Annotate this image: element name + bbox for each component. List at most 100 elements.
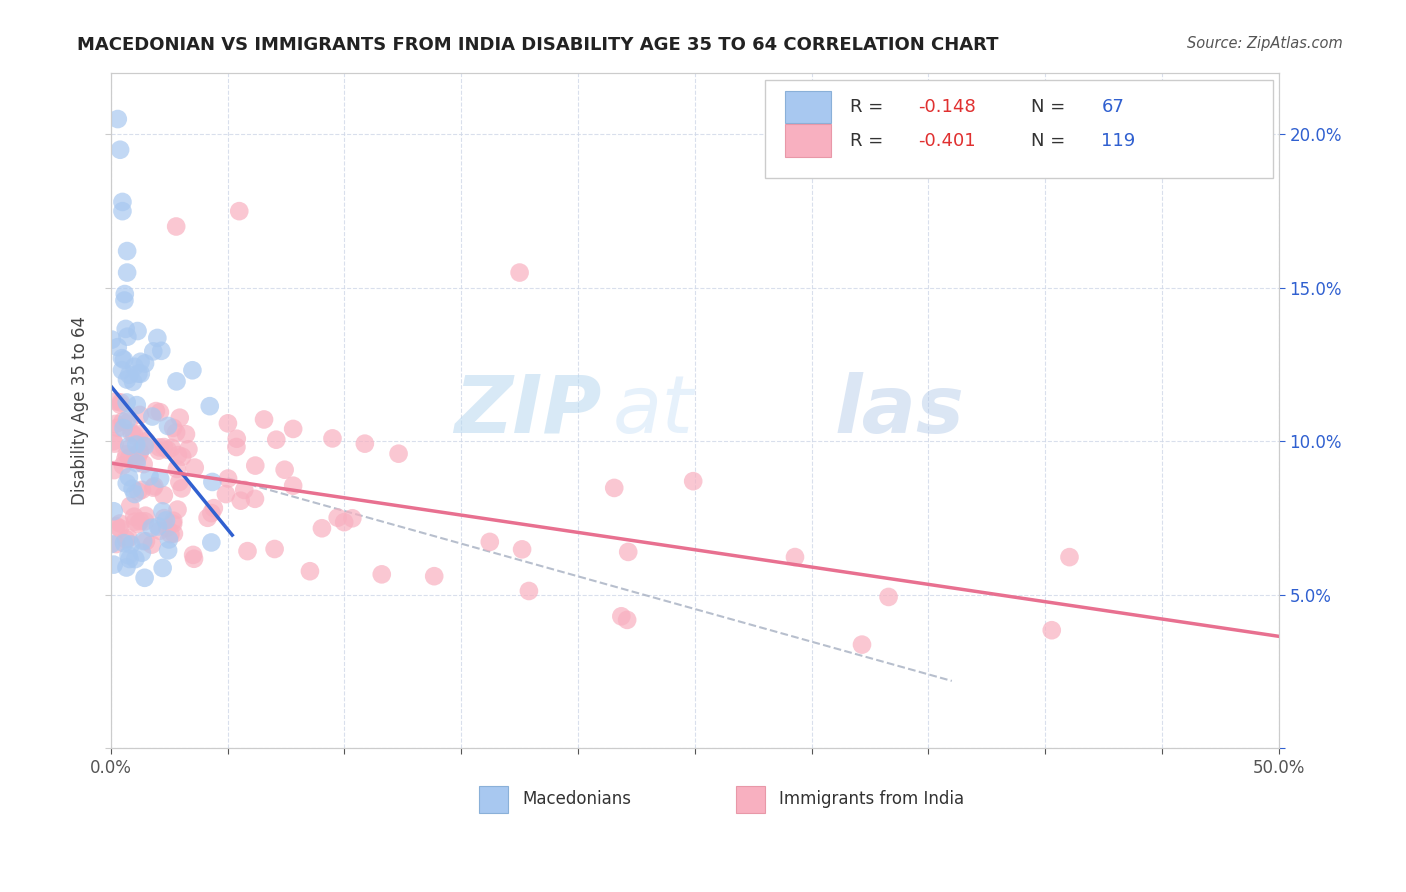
Point (103, 463, 125, 477)
FancyBboxPatch shape (785, 124, 831, 157)
Point (101, 333, 124, 347)
Point (124, 515, 146, 529)
Point (124, 552, 146, 566)
Point (321, 431, 343, 445)
Point (603, 481, 626, 495)
Point (509, 266, 531, 280)
Point (478, 535, 501, 549)
Point (283, 422, 305, 436)
Point (134, 514, 156, 528)
Point (111, 363, 134, 377)
Point (682, 474, 704, 488)
Point (311, 521, 333, 535)
Point (229, 493, 252, 508)
Point (152, 561, 174, 575)
Point (111, 194, 134, 209)
Point (115, 476, 138, 491)
Point (165, 219, 187, 234)
Point (135, 434, 157, 449)
Point (1040, 624, 1063, 638)
Point (125, 437, 148, 451)
FancyBboxPatch shape (765, 79, 1272, 178)
Point (200, 506, 222, 520)
Point (121, 425, 143, 440)
Text: Source: ZipAtlas.com: Source: ZipAtlas.com (1187, 36, 1343, 51)
Point (114, 293, 136, 308)
Point (118, 414, 141, 428)
Text: 119: 119 (1101, 131, 1136, 150)
Point (127, 516, 149, 531)
Point (128, 445, 150, 459)
Point (156, 521, 179, 535)
Point (115, 395, 138, 409)
Point (150, 343, 173, 358)
Text: las: las (835, 372, 965, 450)
Point (170, 482, 193, 496)
Point (135, 534, 157, 549)
Point (107, 340, 129, 354)
Point (120, 537, 142, 551)
Point (117, 329, 139, 343)
Text: N =: N = (1031, 131, 1071, 150)
Point (169, 410, 191, 425)
Point (132, 439, 155, 453)
Point (174, 427, 197, 442)
Point (162, 421, 184, 435)
Point (115, 413, 138, 427)
Point (103, 504, 125, 518)
Point (125, 456, 148, 470)
Point (146, 331, 169, 345)
Point (111, 204, 134, 219)
Point (149, 405, 172, 419)
Point (112, 421, 135, 435)
Point (177, 442, 200, 457)
Point (160, 441, 183, 455)
Point (148, 441, 170, 455)
Point (184, 460, 207, 475)
Point (152, 504, 174, 518)
Point (273, 463, 295, 477)
Point (125, 398, 148, 412)
Point (236, 544, 259, 558)
Point (149, 524, 172, 538)
Point (108, 516, 131, 531)
Point (141, 521, 163, 535)
Point (121, 482, 143, 496)
Point (162, 514, 184, 528)
Point (183, 551, 205, 566)
Point (120, 499, 142, 513)
Text: MACEDONIAN VS IMMIGRANTS FROM INDIA DISABILITY AGE 35 TO 64 CORRELATION CHART: MACEDONIAN VS IMMIGRANTS FROM INDIA DISA… (77, 36, 998, 54)
Point (134, 356, 156, 370)
Point (165, 425, 187, 440)
Point (115, 244, 138, 258)
Point (215, 487, 238, 501)
Point (157, 533, 180, 547)
Point (342, 511, 364, 525)
Point (217, 417, 239, 431)
Point (166, 375, 188, 389)
Point (129, 355, 152, 369)
Point (124, 487, 146, 501)
Text: R =: R = (851, 98, 889, 116)
Point (298, 564, 321, 578)
Point (124, 359, 146, 374)
Point (115, 533, 138, 547)
Point (128, 408, 150, 422)
Point (157, 543, 180, 558)
Point (127, 324, 149, 338)
Point (105, 394, 128, 409)
Point (115, 560, 138, 574)
Point (326, 510, 349, 524)
Point (387, 447, 409, 461)
Point (104, 436, 127, 450)
Text: Immigrants from India: Immigrants from India (779, 790, 965, 808)
Text: -0.148: -0.148 (918, 98, 976, 116)
Point (181, 363, 204, 377)
Point (107, 112, 129, 126)
Point (141, 538, 163, 552)
Point (114, 287, 136, 301)
Point (233, 483, 256, 497)
Point (110, 395, 132, 409)
FancyBboxPatch shape (785, 91, 831, 123)
Point (118, 552, 141, 566)
